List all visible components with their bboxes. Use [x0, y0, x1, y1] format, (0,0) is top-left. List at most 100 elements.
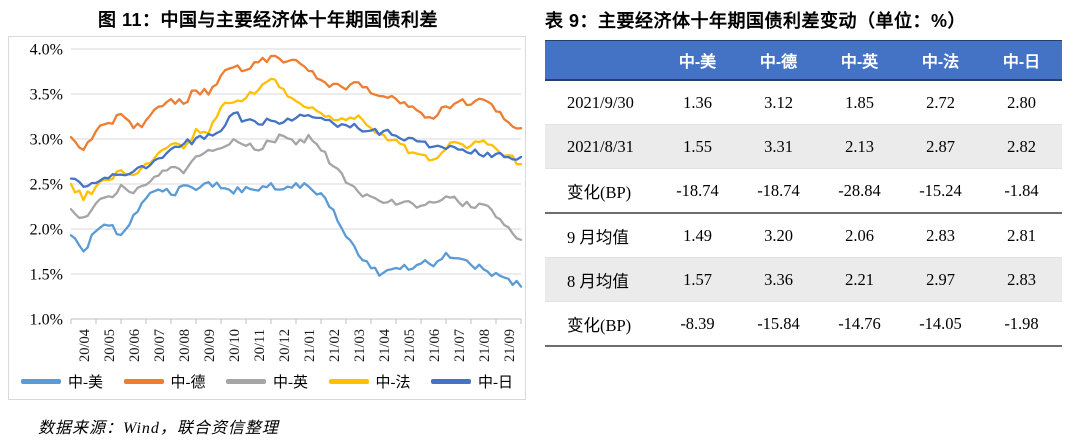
legend-label: 中-美 — [68, 375, 103, 391]
table-row-label: 变化(BP) — [567, 315, 632, 335]
table-cell: 2.21 — [845, 269, 874, 289]
table-row-label: 8 月均值 — [567, 271, 629, 291]
table-cell: 2.87 — [926, 136, 955, 156]
series-line-中-日 — [69, 111, 523, 188]
spread-line-chart: 4.0% 3.5% 3.0% 2.5% 2.0% 1.5% 1.0% 20/04 20/05 20… — [30, 42, 523, 362]
table-header-row: 中-美 中-德 中-英 中-法 中-日 — [545, 40, 1062, 81]
table-cell: -18.74 — [757, 180, 800, 200]
x-axis-tick-label: 20/09 — [202, 329, 218, 362]
table-cell: 2.06 — [845, 225, 874, 245]
x-axis-tick-label: 21/03 — [352, 329, 368, 362]
legend-label: 中-德 — [170, 375, 206, 391]
table-row-label: 9 月均值 — [567, 227, 629, 247]
legend-label: 中-英 — [273, 375, 308, 391]
series-line-中-德 — [69, 54, 523, 152]
legend-item: 中-美 — [21, 371, 103, 392]
x-axis-tick-label: 21/01 — [302, 329, 318, 362]
table-cell: 3.31 — [764, 136, 793, 156]
y-axis-tick-label: 1.0% — [30, 312, 63, 329]
y-axis-tick-label: 2.5% — [30, 177, 63, 194]
table-cell: 2.82 — [1007, 136, 1036, 156]
table-cell: 2.13 — [845, 136, 874, 156]
legend-line-swatch — [431, 379, 471, 384]
legend-item: 中-德 — [123, 371, 206, 392]
chart-legend: 中-美 中-德 中-英 中-法 中-日 — [9, 371, 525, 392]
table-cell: 2.97 — [926, 269, 955, 289]
table-cell: 1.85 — [845, 92, 874, 112]
spread-table: 中-美 中-德 中-英 中-法 中-日 2021/9/30 1.36 3.12 1.85 2.7… — [545, 40, 1062, 347]
x-axis-tick-label: 20/04 — [77, 328, 93, 362]
table-cell: 2.83 — [1007, 269, 1036, 289]
table-cell: -1.84 — [1004, 180, 1039, 200]
data-source-note: 数据来源：Wind，联合资信整理 — [38, 420, 279, 437]
series-line-中-英 — [69, 133, 523, 241]
y-axis-tick-label: 3.5% — [30, 87, 63, 104]
legend-item: 中-英 — [226, 371, 308, 392]
table-cell: 3.12 — [764, 92, 793, 112]
figure-panel: 图 11：中国与主要经济体十年期国债利差 4.0% 3.5% 3.0% 2.5% 2.0… — [8, 10, 526, 437]
chart-box: 4.0% 3.5% 3.0% 2.5% 2.0% 1.5% 1.0% 20/04 20/05 20… — [8, 36, 526, 400]
chart-title: 图 11：中国与主要经济体十年期国债利差 — [97, 10, 439, 30]
x-axis-tick-label: 20/11 — [252, 329, 268, 362]
table-row-label: 变化(BP) — [567, 182, 632, 202]
table-row: 9 月均值 1.49 3.20 2.06 2.83 2.81 — [545, 213, 1062, 258]
legend-line-swatch — [328, 379, 369, 384]
y-axis-tick-label: 3.0% — [30, 132, 63, 149]
legend-item: 中-法 — [328, 371, 411, 392]
table-cell: 1.57 — [683, 269, 712, 289]
table-cell: 2.83 — [926, 225, 955, 245]
x-axis-tick-label: 20/12 — [277, 329, 293, 362]
legend-line-swatch — [226, 379, 266, 384]
x-axis-tick-label: 21/02 — [327, 329, 343, 362]
x-axis-tick-label: 21/07 — [452, 329, 468, 362]
x-axis-tick-label: 21/08 — [477, 329, 493, 362]
x-axis-tick-label: 21/04 — [377, 328, 393, 362]
table-column-header: 中-美 — [678, 54, 717, 71]
table-column-header — [545, 41, 657, 81]
table-cell: -18.74 — [676, 180, 719, 200]
table-row-label: 2021/8/31 — [567, 136, 634, 156]
table-cell: 1.36 — [683, 92, 712, 112]
legend-label: 中-日 — [478, 375, 513, 391]
table-cell: -14.05 — [919, 313, 962, 333]
y-axis-tick-label: 4.0% — [30, 42, 63, 59]
table-cell: 2.80 — [1007, 92, 1036, 112]
legend-item: 中-日 — [431, 371, 513, 392]
table-row: 2021/8/31 1.55 3.31 2.13 2.87 2.82 — [545, 124, 1062, 169]
x-axis-tick-label: 20/07 — [152, 329, 168, 362]
legend-line-swatch — [123, 379, 164, 384]
table-panel: 表 9：主要经济体十年期国债利差变动（单位：%） 中-美 中-德 中-英 中-法 中-日… — [545, 0, 1075, 347]
table-column-header: 中-日 — [1002, 54, 1041, 71]
table-row: 变化(BP) -18.74 -18.74 -28.84 -15.24 -1.84 — [545, 168, 1062, 214]
x-axis-tick-label: 20/05 — [102, 329, 118, 362]
table-cell: -15.24 — [919, 180, 962, 200]
table-cell: 1.55 — [683, 136, 712, 156]
table-cell: -15.84 — [757, 313, 800, 333]
x-axis-tick-label: 21/05 — [402, 329, 418, 362]
table-row: 变化(BP) -8.39 -15.84 -14.76 -14.05 -1.98 — [545, 301, 1062, 347]
table-column-header: 中-法 — [921, 54, 960, 71]
x-axis-tick-label: 20/10 — [227, 329, 243, 362]
x-axis-tick-label: 21/06 — [427, 329, 443, 362]
y-axis-tick-label: 2.0% — [30, 222, 63, 239]
table-cell: -14.76 — [838, 313, 881, 333]
legend-label: 中-法 — [375, 375, 411, 391]
table-column-header: 中-德 — [759, 54, 798, 71]
x-axis-tick-label: 20/08 — [177, 329, 193, 362]
series-line-中-美 — [69, 181, 523, 288]
table-row: 2021/9/30 1.36 3.12 1.85 2.72 2.80 — [545, 80, 1062, 125]
table-cell: 3.20 — [764, 225, 793, 245]
table-cell: -28.84 — [838, 180, 881, 200]
table-row-label: 2021/9/30 — [567, 92, 634, 112]
table-cell: 1.49 — [683, 225, 712, 245]
legend-line-swatch — [21, 379, 61, 384]
table-cell: -1.98 — [1004, 313, 1039, 333]
x-axis-tick-label: 20/06 — [127, 329, 143, 362]
table-title: 表 9：主要经济体十年期国债利差变动（单位：%） — [545, 11, 967, 31]
table-cell: 2.72 — [926, 92, 955, 112]
table-cell: 3.36 — [764, 269, 793, 289]
y-axis-tick-label: 1.5% — [30, 267, 63, 284]
table-cell: 2.81 — [1007, 225, 1036, 245]
table-column-header: 中-英 — [840, 54, 879, 71]
table-row: 8 月均值 1.57 3.36 2.21 2.97 2.83 — [545, 257, 1062, 302]
